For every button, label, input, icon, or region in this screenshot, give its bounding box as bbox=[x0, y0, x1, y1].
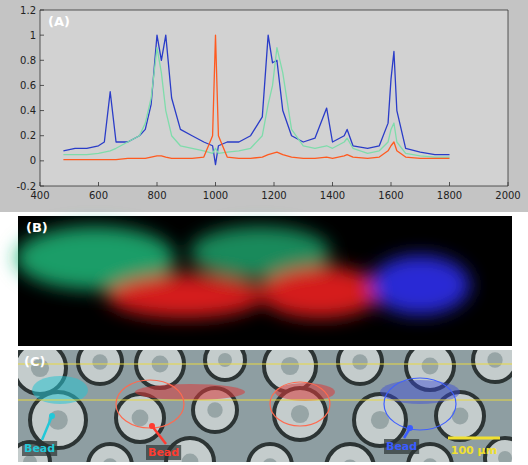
spectrum-line bbox=[63, 35, 449, 159]
label-patch bbox=[384, 439, 419, 454]
panel-a-background bbox=[0, 0, 528, 212]
bead-core bbox=[102, 458, 117, 462]
y-tick-label: -0.2 bbox=[16, 181, 36, 192]
annotation-label: Bead bbox=[386, 440, 417, 453]
bead-core bbox=[23, 455, 37, 462]
annotation-arrow bbox=[42, 416, 52, 440]
bead-core bbox=[352, 354, 367, 369]
y-tick bbox=[40, 35, 44, 36]
bead-core bbox=[452, 408, 469, 425]
x-tick bbox=[332, 182, 333, 186]
y-tick bbox=[40, 85, 44, 86]
annotation-label: Bead bbox=[148, 446, 179, 459]
x-tick-label: 1400 bbox=[320, 190, 345, 201]
annotation-arrow bbox=[152, 426, 166, 444]
bead-core bbox=[342, 460, 359, 462]
y-tick bbox=[40, 110, 44, 111]
annotation-label: Bead bbox=[24, 442, 55, 455]
arrow-head bbox=[49, 413, 55, 419]
frame-top bbox=[40, 10, 508, 11]
speckle-overlay bbox=[18, 216, 512, 346]
label-patch bbox=[146, 445, 181, 460]
y-tick-label: 1 bbox=[30, 30, 36, 41]
y-tick-label: 1.2 bbox=[20, 5, 36, 16]
x-tick bbox=[274, 182, 275, 186]
bead-core bbox=[182, 454, 199, 462]
bead bbox=[338, 350, 382, 384]
bead-outline bbox=[384, 378, 456, 430]
x-tick bbox=[449, 182, 450, 186]
x-tick-label: 600 bbox=[89, 190, 108, 201]
plot-area bbox=[40, 10, 508, 186]
frame-right bbox=[508, 10, 509, 186]
x-tick-label: 1600 bbox=[378, 190, 403, 201]
arrow-head bbox=[407, 425, 413, 431]
bead bbox=[78, 350, 122, 384]
x-tick bbox=[98, 182, 99, 186]
bead-outline bbox=[116, 380, 184, 428]
spectrum-line bbox=[63, 35, 449, 164]
y-tick bbox=[40, 135, 44, 136]
x-tick-label: 1800 bbox=[437, 190, 462, 201]
scale-bar bbox=[448, 437, 500, 440]
figure-background bbox=[0, 212, 528, 465]
y-tick bbox=[40, 10, 44, 11]
y-tick-label: 0.4 bbox=[20, 105, 36, 116]
beads-group bbox=[18, 350, 512, 462]
y-tick-label: 0 bbox=[30, 155, 36, 166]
panel-label: (B) bbox=[26, 220, 48, 235]
bead-core bbox=[281, 357, 299, 375]
bead bbox=[136, 350, 184, 388]
bead-core bbox=[422, 358, 439, 375]
bead-outline bbox=[270, 382, 330, 426]
y-tick bbox=[40, 186, 44, 187]
scale-bar-label: 100 μm bbox=[451, 444, 497, 457]
band-line bbox=[18, 364, 512, 365]
y-axis bbox=[40, 10, 41, 186]
y-tick bbox=[40, 60, 44, 61]
bead-core bbox=[207, 402, 222, 417]
bead bbox=[473, 350, 512, 382]
x-tick bbox=[508, 182, 509, 186]
bead-core bbox=[487, 352, 502, 367]
x-tick bbox=[215, 182, 216, 186]
map-background bbox=[18, 216, 512, 346]
x-tick bbox=[157, 182, 158, 186]
bead-core bbox=[218, 353, 232, 367]
bead bbox=[205, 350, 245, 380]
x-tick bbox=[391, 182, 392, 186]
x-tick bbox=[40, 182, 41, 186]
y-tick bbox=[40, 160, 44, 161]
bead bbox=[248, 444, 292, 462]
bead-core bbox=[291, 405, 309, 423]
panel-label: (A) bbox=[48, 14, 70, 29]
x-tick-label: 1000 bbox=[203, 190, 228, 201]
y-tick-label: 0.8 bbox=[20, 55, 36, 66]
bead-core bbox=[92, 354, 107, 369]
y-tick-label: 0.6 bbox=[20, 80, 36, 91]
arrow-head bbox=[149, 423, 155, 429]
label-patch bbox=[22, 441, 57, 456]
y-tick-label: 0.2 bbox=[20, 130, 36, 141]
series-group bbox=[63, 35, 449, 164]
spectrum-line bbox=[63, 48, 449, 157]
bead bbox=[326, 444, 374, 462]
bead-core bbox=[498, 451, 512, 462]
bead-core bbox=[132, 410, 149, 427]
overlay-red bbox=[135, 384, 245, 400]
x-tick-label: 400 bbox=[30, 190, 49, 201]
bead-core bbox=[422, 458, 437, 462]
band-line bbox=[18, 400, 512, 401]
bead bbox=[88, 444, 132, 462]
x-tick-label: 800 bbox=[147, 190, 166, 201]
panel-label: (C) bbox=[24, 354, 45, 369]
x-tick-label: 2000 bbox=[495, 190, 520, 201]
x-tick-label: 1200 bbox=[261, 190, 286, 201]
bead-core bbox=[262, 458, 277, 462]
